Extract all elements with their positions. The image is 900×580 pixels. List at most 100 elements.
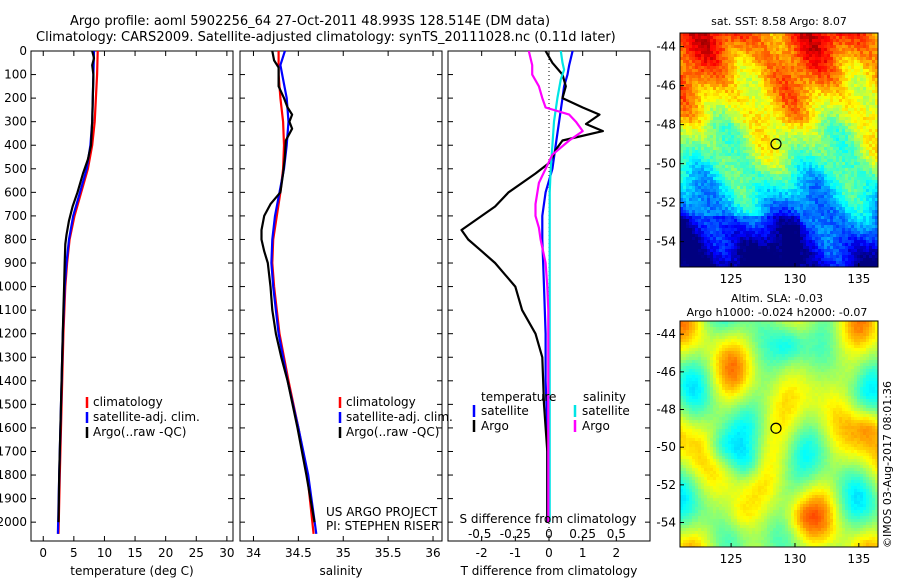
heatmap-cell: [872, 51, 876, 55]
heatmap-cell: [854, 186, 858, 190]
heatmap-cell: [824, 60, 828, 64]
heatmap-cell: [725, 144, 729, 148]
heatmap-cell: [833, 126, 837, 130]
heatmap-cell: [809, 129, 813, 133]
series-line-argo-raw-qc-: [57, 51, 96, 523]
heatmap-cell: [818, 177, 822, 181]
heatmap-cell: [755, 33, 759, 37]
heatmap-cell: [689, 153, 693, 157]
heatmap-cell: [833, 207, 837, 211]
heatmap-cell: [845, 57, 849, 61]
heatmap-cell: [683, 120, 687, 124]
heatmap-cell: [803, 54, 807, 58]
heatmap-cell: [824, 54, 828, 58]
heatmap-cell: [689, 216, 693, 220]
heatmap-cell: [869, 39, 873, 43]
heatmap-cell: [683, 111, 687, 115]
heatmap-cell: [737, 117, 741, 121]
heatmap-cell: [728, 117, 732, 121]
heatmap-cell: [704, 51, 708, 55]
heatmap-cell: [695, 114, 699, 118]
heatmap-cell: [824, 165, 828, 169]
heatmap-cell: [857, 147, 861, 151]
heatmap-cell: [866, 210, 870, 214]
heatmap-cell: [782, 144, 786, 148]
heatmap-cell: [716, 129, 720, 133]
heatmap-cell: [863, 138, 867, 142]
heatmap-cell: [770, 243, 774, 247]
heatmap-cell: [794, 96, 798, 100]
heatmap-cell: [830, 54, 834, 58]
heatmap-cell: [728, 138, 732, 142]
heatmap-cell: [752, 117, 756, 121]
heatmap-cell: [686, 177, 690, 181]
heatmap-cell: [839, 222, 843, 226]
heatmap-cell: [725, 33, 729, 37]
heatmap-cell: [773, 126, 777, 130]
heatmap-cell: [872, 165, 876, 169]
heatmap-cell: [863, 54, 867, 58]
heatmap-cell: [710, 93, 714, 97]
heatmap-cell: [845, 87, 849, 91]
x-tick-label: 15: [127, 546, 142, 560]
heatmap-cell: [779, 147, 783, 151]
heatmap-cell: [815, 81, 819, 85]
heatmap-cell: [680, 186, 684, 190]
heatmap-cell: [782, 189, 786, 193]
heatmap-cell: [827, 165, 831, 169]
heatmap-cell: [761, 45, 765, 49]
heatmap-cell: [842, 174, 846, 178]
heatmap-cell: [728, 99, 732, 103]
heatmap-cell: [734, 42, 738, 46]
heatmap-cell: [833, 129, 837, 133]
heatmap-cell: [719, 99, 723, 103]
heatmap-cell: [842, 222, 846, 226]
legend-label: climatology: [93, 395, 163, 409]
heatmap-cell: [836, 159, 840, 163]
heatmap-cell: [686, 195, 690, 199]
heatmap-cell: [707, 105, 711, 109]
heatmap-cell: [749, 57, 753, 61]
heatmap-cell: [740, 213, 744, 217]
heatmap-cell: [806, 93, 810, 97]
heatmap-cell: [794, 177, 798, 181]
heatmap-cell: [827, 198, 831, 202]
heatmap-cell: [743, 36, 747, 40]
heatmap-cell: [710, 228, 714, 232]
heatmap-cell: [719, 144, 723, 148]
heatmap-cell: [812, 150, 816, 154]
heatmap-cell: [692, 243, 696, 247]
heatmap-cell: [839, 153, 843, 157]
heatmap-cell: [809, 180, 813, 184]
heatmap-cell: [875, 60, 878, 64]
heatmap-cell: [821, 153, 825, 157]
heatmap-cell: [710, 51, 714, 55]
heatmap-cell: [833, 234, 837, 238]
heatmap-cell: [785, 201, 789, 205]
heatmap-cell: [683, 45, 687, 49]
heatmap-cell: [761, 126, 765, 130]
heatmap-cell: [692, 42, 696, 46]
heatmap-cell: [791, 123, 795, 127]
heatmap-cell: [848, 195, 852, 199]
heatmap-cell: [866, 114, 870, 118]
heatmap-cell: [860, 210, 864, 214]
heatmap-cell: [719, 87, 723, 91]
heatmap-cell: [683, 198, 687, 202]
heatmap-cell: [716, 108, 720, 112]
heatmap-cell: [713, 33, 717, 37]
heatmap-cell: [851, 165, 855, 169]
heatmap-cell: [758, 153, 762, 157]
heatmap-cell: [851, 114, 855, 118]
heatmap-cell: [728, 45, 732, 49]
heatmap-cell: [689, 231, 693, 235]
heatmap-cell: [854, 147, 858, 151]
heatmap-cell: [797, 213, 801, 217]
heatmap-cell: [698, 189, 702, 193]
heatmap-cell: [791, 186, 795, 190]
heatmap-cell: [836, 234, 840, 238]
heatmap-cell: [770, 207, 774, 211]
heatmap-cell: [860, 180, 864, 184]
heatmap-cell: [803, 126, 807, 130]
heatmap-cell: [857, 105, 861, 109]
